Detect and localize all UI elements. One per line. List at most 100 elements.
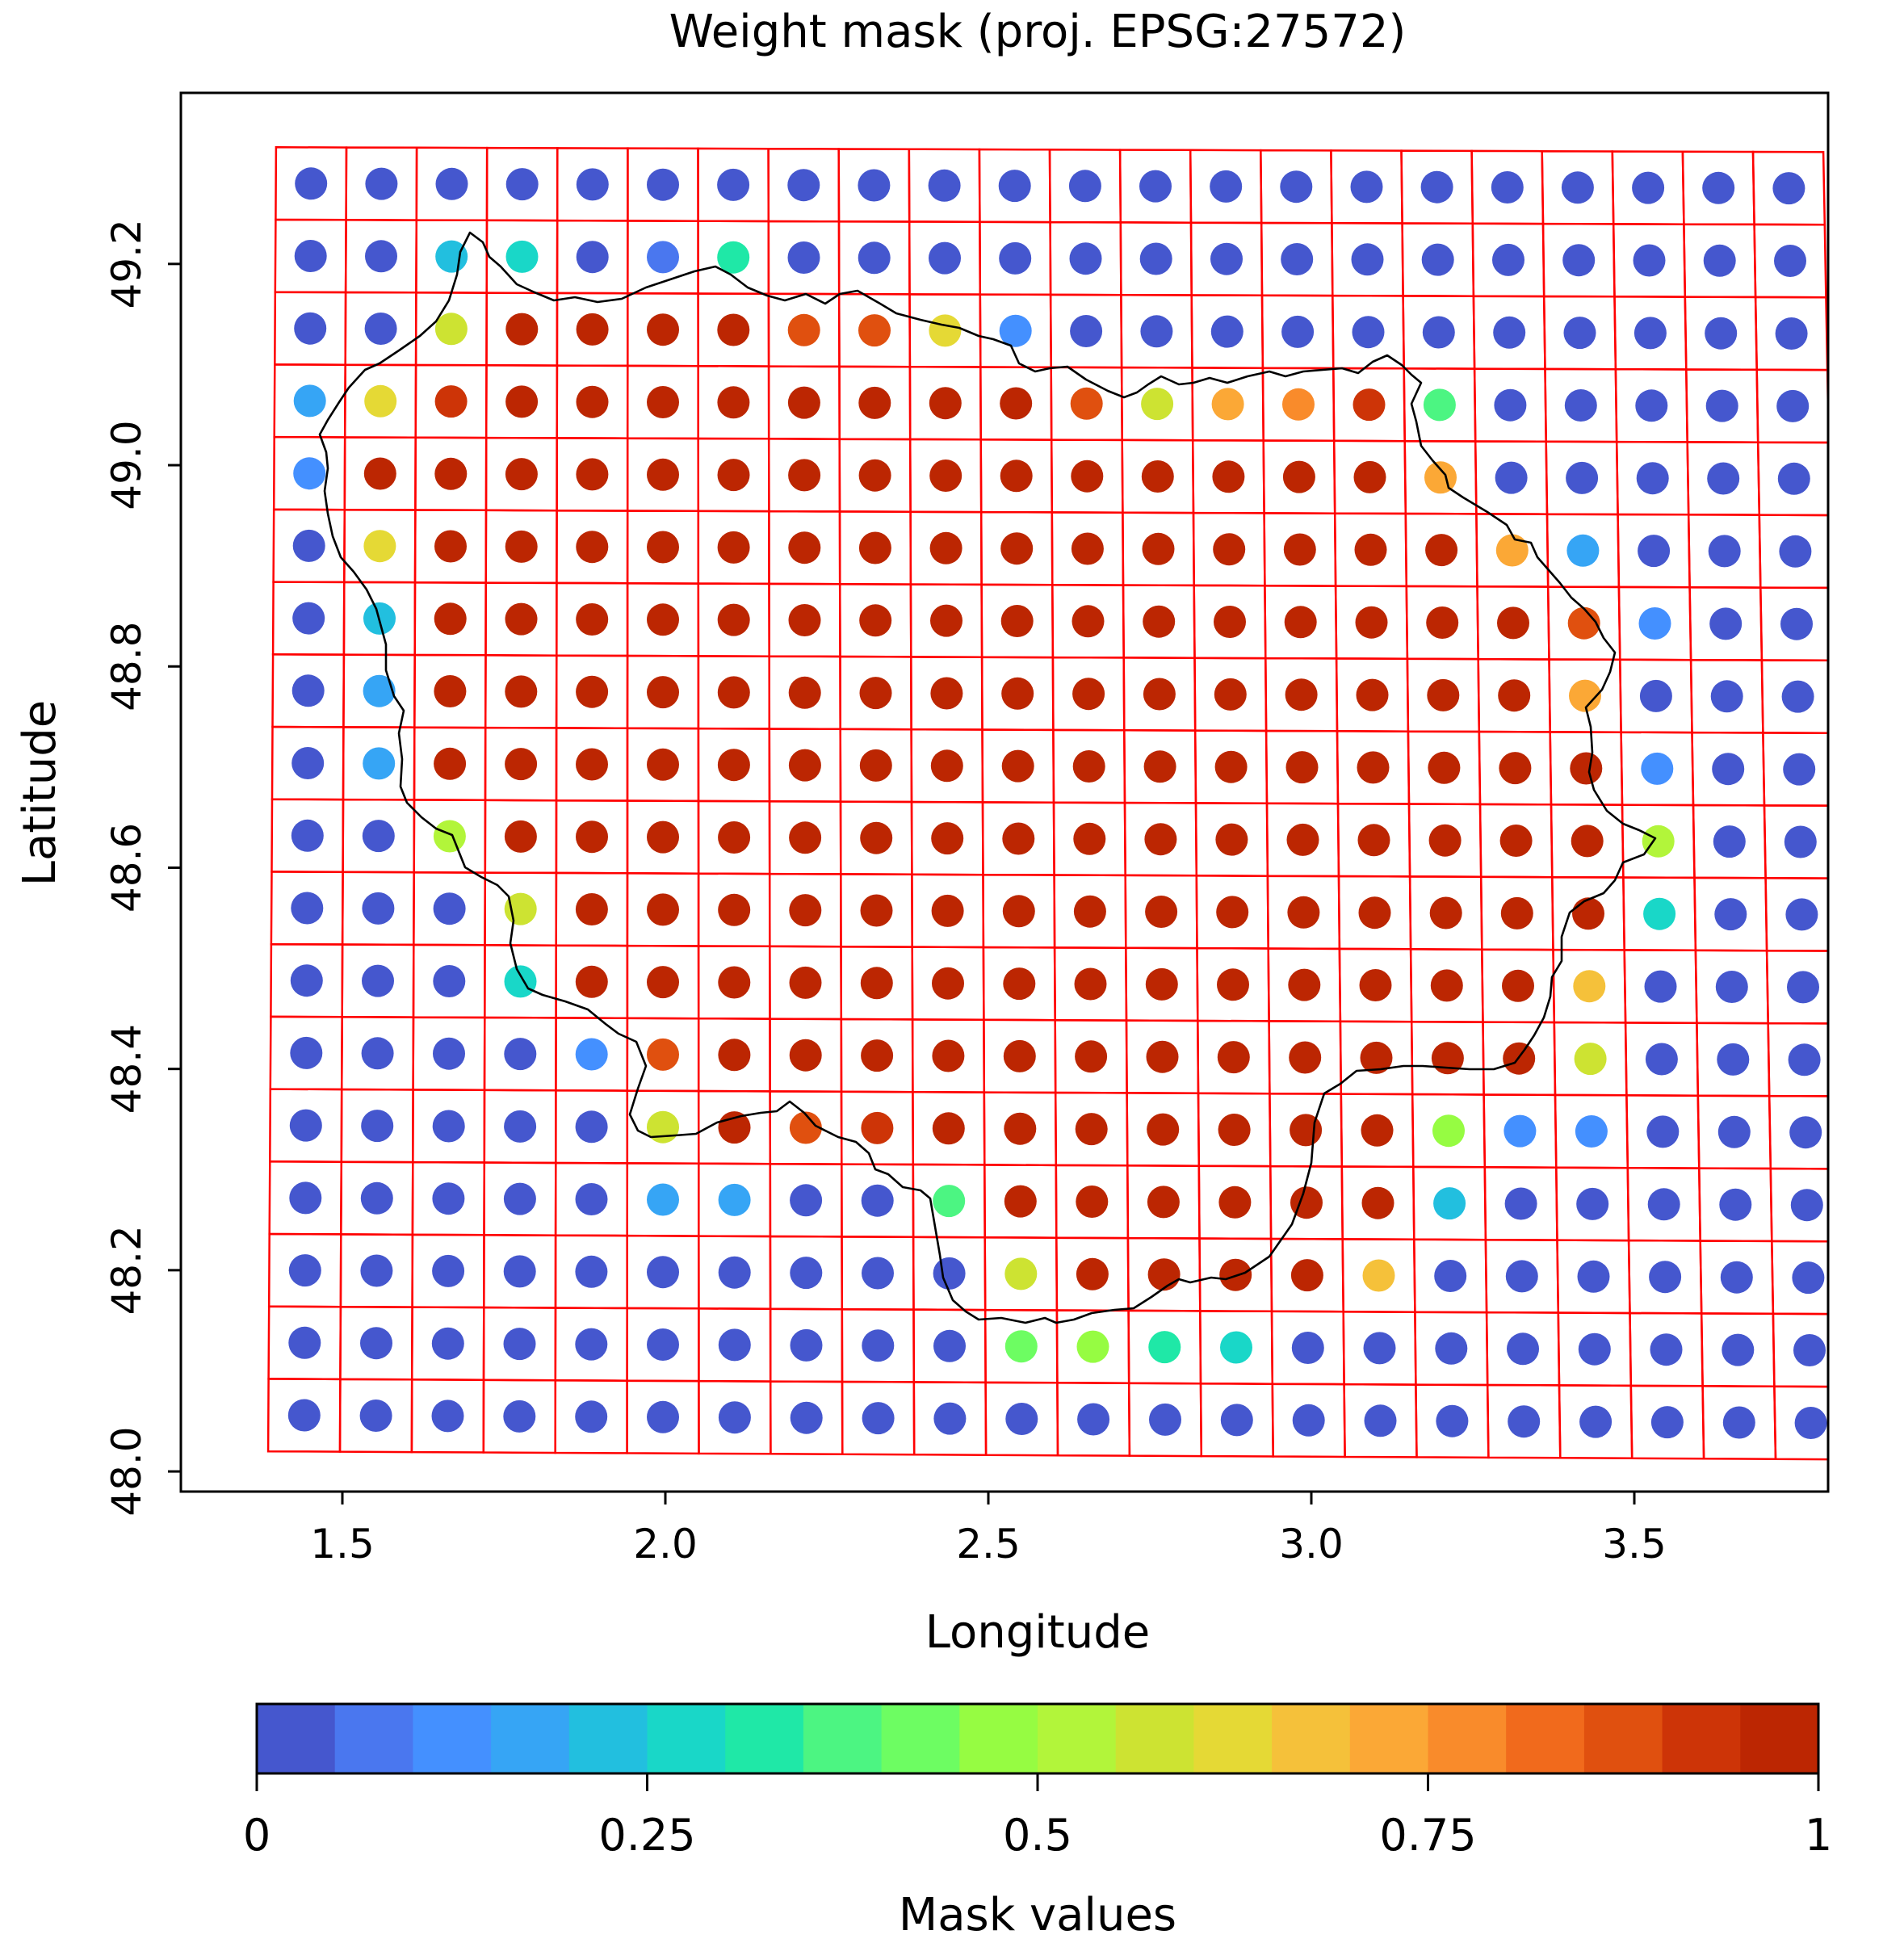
mask-point [647,893,679,926]
x-axis: 1.5 2.0 2.5 3.0 3.5 [310,1492,1667,1567]
mask-point [1719,1188,1752,1221]
colorbar-swatch [1428,1704,1507,1773]
mask-point [1144,823,1177,856]
colorbar-swatch [1583,1704,1663,1773]
mask-point [1434,1260,1467,1292]
mask-point [1776,389,1810,422]
mask-point [858,241,891,275]
mask-point [364,313,397,345]
mask-point [1428,751,1461,784]
mask-point [1777,462,1810,495]
mask-point [504,965,537,998]
mask-point [291,819,324,852]
mask-point [1351,243,1384,276]
mask-point [1499,752,1532,785]
mask-point [647,531,679,564]
mask-point [435,167,468,200]
mask-point [1290,1259,1323,1292]
mask-point [1564,389,1597,422]
mask-point [505,602,538,636]
mask-point [1647,1188,1680,1221]
x-axis-label: Longitude [925,1606,1151,1659]
mask-point [1495,534,1529,567]
mask-point [1715,971,1748,1003]
mask-point [1139,170,1172,203]
mask-point [1422,316,1455,349]
mask-point [1147,1113,1180,1146]
mask-point [288,1326,321,1359]
mask-point [1210,170,1243,203]
mask-point [1002,895,1035,928]
mask-point [1071,532,1104,565]
mask-point [1001,749,1034,783]
mask-point [1635,389,1668,422]
mask-point [717,749,750,782]
colorbar-swatch [959,1704,1038,1773]
y-axis: 48.0 48.2 48.4 48.6 48.8 49.0 49.2 [103,219,181,1517]
mask-point [999,314,1032,347]
mask-point [435,240,468,273]
mask-point [576,675,609,708]
mask-point [433,820,466,853]
grid-cell [1760,659,1828,735]
mask-point [933,1402,967,1435]
mask-point [576,241,609,274]
mask-point [1578,1332,1611,1366]
mask-point [1702,171,1735,204]
mask-point [787,386,820,419]
mask-point [363,457,396,490]
mask-point [718,1256,751,1289]
mask-point [930,677,963,710]
mask-point [1566,461,1599,494]
mask-point [1141,388,1174,421]
mask-point [1507,1332,1539,1366]
mask-point [862,1329,895,1362]
mask-point [575,965,608,998]
mask-point [647,676,679,709]
mask-point [790,1184,823,1217]
mask-point [929,387,962,420]
mask-point [1575,1115,1608,1148]
mask-point [1287,896,1320,929]
mask-point [360,1181,393,1215]
mask-point [1360,1041,1393,1074]
mask-point [1280,170,1313,204]
mask-point [576,385,609,418]
mask-point [1420,170,1453,204]
colorbar-tick-label: 0 [243,1810,271,1861]
mask-point [1286,823,1319,856]
mask-point [788,676,821,709]
mask-point [1641,752,1674,785]
mask-point [1505,1260,1538,1293]
mask-point [1350,170,1383,204]
x-tick-label: 1.5 [310,1521,375,1567]
mask-point [1426,606,1459,639]
mask-point [1576,1187,1609,1220]
mask-point [718,1039,751,1072]
mask-point [1353,460,1386,493]
mask-point [717,676,750,709]
mask-point [1001,677,1034,710]
colorbar-swatch [1740,1704,1819,1773]
mask-point [1562,244,1596,277]
mask-point [861,1184,894,1217]
mask-point [1143,605,1176,638]
mask-point [1217,1041,1250,1074]
mask-point [1644,970,1677,1003]
mask-point [1573,970,1606,1003]
mask-point [998,170,1031,203]
mask-point [647,1038,679,1071]
mask-point [1290,1186,1323,1219]
mask-point [434,675,467,707]
mask-point [287,1399,321,1432]
mask-point [1569,679,1601,712]
plot-area [266,146,1828,1461]
mask-point [1423,388,1456,422]
x-tick-label: 3.0 [1279,1521,1344,1567]
grid-cell [1771,1240,1828,1316]
mask-point [1076,1330,1109,1363]
mask-point [717,241,750,274]
mask-point [788,604,821,636]
mask-point [933,1329,966,1362]
mask-point [1284,606,1317,639]
